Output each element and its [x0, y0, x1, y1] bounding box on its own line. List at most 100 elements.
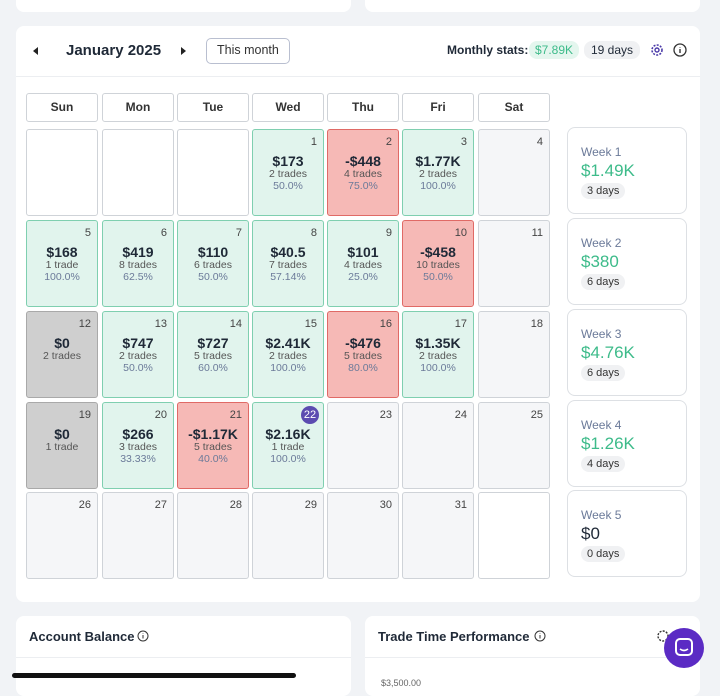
week-card: Week 1 $1.49K 3 days [567, 127, 687, 214]
day-trades: 5 trades [194, 441, 232, 453]
day-number: 6 [160, 227, 167, 239]
day-winrate: 100.0% [270, 453, 306, 465]
settings-icon[interactable] [650, 43, 664, 57]
day-trades: 2 trades [419, 350, 457, 362]
week-label: Week 3 [581, 327, 622, 341]
day-cell: 4 [478, 129, 550, 216]
chat-button[interactable] [664, 628, 704, 668]
day-winrate: 50.0% [123, 362, 153, 374]
day-trades: 10 trades [416, 259, 460, 271]
day-winrate: 60.0% [198, 362, 228, 374]
day-trades: 1 trade [271, 441, 305, 453]
day-cell: 12 $0 2 trades [26, 311, 98, 398]
week-days: 4 days [581, 456, 626, 472]
card-title: Account Balance [29, 629, 135, 644]
trade-time-card [365, 616, 700, 696]
stats-label: Monthly stats: [447, 43, 529, 57]
day-cell: 26 [26, 492, 98, 579]
info-icon[interactable] [534, 630, 546, 642]
day-winrate: 40.0% [198, 453, 228, 465]
day-cell: 19 $0 1 trade [26, 402, 98, 489]
day-cell: 21 -$1.17K 5 trades 40.0% [177, 402, 249, 489]
day-trades: 2 trades [43, 350, 81, 362]
day-number: 24 [454, 409, 467, 421]
day-number: 12 [78, 318, 91, 330]
day-trades: 4 trades [344, 259, 382, 271]
this-month-button[interactable]: This month [206, 38, 290, 64]
week-value: $0 [581, 524, 600, 543]
day-cell: 2 -$448 4 trades 75.0% [327, 129, 399, 216]
day-number: 11 [531, 227, 543, 239]
day-pnl: $2.41K [265, 335, 311, 351]
week-label: Week 4 [581, 418, 622, 432]
day-pnl: $168 [46, 244, 78, 260]
day-number: 20 [154, 409, 167, 421]
prev-month[interactable] [30, 45, 42, 57]
day-number: 9 [385, 227, 392, 239]
account-balance-card [16, 616, 351, 696]
day-trades: 2 trades [419, 168, 457, 180]
day-cell: 20 $266 3 trades 33.33% [102, 402, 174, 489]
day-pnl: $0 [54, 426, 70, 442]
day-pnl: $0 [54, 335, 70, 351]
day-trades: 4 trades [344, 168, 382, 180]
day-number: 16 [379, 318, 392, 330]
week-days: 6 days [581, 274, 626, 290]
week-label: Week 1 [581, 145, 622, 159]
day-pnl: -$476 [345, 335, 381, 351]
week-card: Week 2 $380 6 days [567, 218, 687, 305]
day-number: 25 [530, 409, 543, 421]
day-winrate: 100.0% [44, 271, 80, 283]
day-cell [177, 129, 249, 216]
day-number: 15 [304, 318, 317, 330]
weekday-header: Thu [327, 93, 399, 122]
top-card [16, 0, 351, 12]
day-trades: 2 trades [119, 350, 157, 362]
day-cell: 27 [102, 492, 174, 579]
day-pnl: $101 [347, 244, 379, 260]
week-card: Week 4 $1.26K 4 days [567, 400, 687, 487]
day-pnl: $1.35K [415, 335, 461, 351]
next-month[interactable] [177, 45, 189, 57]
day-pnl: $2.16K [265, 426, 311, 442]
day-number: 22 [301, 406, 319, 424]
week-label: Week 2 [581, 236, 622, 250]
day-pnl: $40.5 [270, 244, 306, 260]
day-cell: 31 [402, 492, 474, 579]
day-winrate: 75.0% [348, 180, 378, 192]
day-trades: 6 trades [194, 259, 232, 271]
day-trades: 5 trades [344, 350, 382, 362]
day-cell: 3 $1.77K 2 trades 100.0% [402, 129, 474, 216]
week-card: Week 3 $4.76K 6 days [567, 309, 687, 396]
day-cell: 10 -$458 10 trades 50.0% [402, 220, 474, 307]
week-label: Week 5 [581, 508, 622, 522]
month-title: January 2025 [66, 42, 162, 59]
day-winrate: 25.0% [348, 271, 378, 283]
day-winrate: 100.0% [420, 362, 456, 374]
divider [16, 657, 351, 658]
day-trades: 5 trades [194, 350, 232, 362]
day-pnl: -$448 [345, 153, 381, 169]
day-cell: 9 $101 4 trades 25.0% [327, 220, 399, 307]
info-icon[interactable] [137, 630, 149, 642]
day-trades: 1 trade [45, 259, 79, 271]
axis-label: $3,500.00 [381, 678, 422, 688]
day-number: 26 [78, 499, 91, 511]
day-number: 10 [454, 227, 467, 239]
divider [16, 76, 700, 77]
weekday-header: Sat [478, 93, 550, 122]
day-pnl: $173 [272, 153, 304, 169]
info-icon[interactable] [673, 43, 687, 57]
top-card [365, 0, 700, 12]
day-trades: 3 trades [119, 441, 157, 453]
day-number: 23 [379, 409, 392, 421]
day-cell [478, 492, 550, 579]
day-pnl: -$458 [420, 244, 456, 260]
weekday-header: Fri [402, 93, 474, 122]
day-number: 30 [379, 499, 392, 511]
day-cell: 5 $168 1 trade 100.0% [26, 220, 98, 307]
day-number: 17 [454, 318, 467, 330]
divider [365, 657, 700, 658]
weekday-header: Mon [102, 93, 174, 122]
